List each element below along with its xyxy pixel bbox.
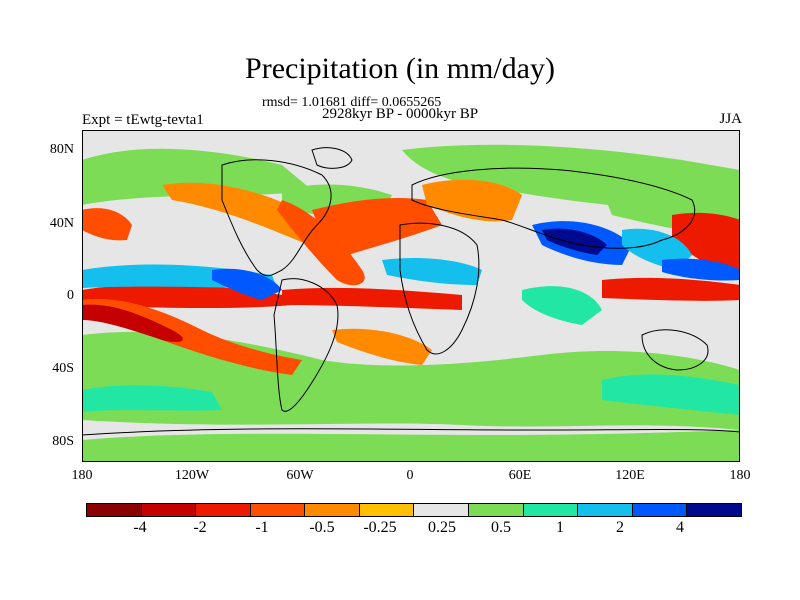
colorbar-swatch [87,504,142,516]
colorbar-swatch [141,504,197,516]
coast-australia [641,329,709,371]
precipitation-map [82,130,740,462]
colorbar-swatch [469,504,524,516]
lon-label-0: 0 [406,468,414,483]
colorbar-label: 4 [676,519,684,536]
field-west-africa-wet [382,258,482,285]
colorbar-swatch [359,504,415,516]
lat-label-80s: 80S [52,434,74,449]
coast-north-america [221,159,332,277]
field-india-strong-wet [542,228,607,255]
colorbar-swatch [632,504,688,516]
coast-africa [399,222,480,355]
lon-label-60w: 60W [286,468,314,483]
map-border [82,130,740,462]
coast-antarctica [82,428,740,436]
lon-label-180w: 180 [71,468,93,483]
lat-label-80n: 80N [49,142,74,157]
field-west-pacific-wet [662,258,740,281]
colorbar-swatch [523,504,579,516]
colorbar-label: 1 [556,519,564,536]
colorbar-label: -4 [133,519,147,536]
colorbar-swatch [687,504,741,516]
plot-title: Precipitation (in mm/day) [245,52,555,85]
colorbar-label: -2 [193,519,207,536]
field-northeast-pacific-dry [672,212,740,271]
coastlines [82,147,740,436]
field-atlantic-dry [312,198,442,260]
field-southern-pacific [82,385,222,412]
lat-label-40s: 40S [52,361,74,376]
lat-label-equator: 0 [67,288,74,303]
colorbar-swatch [414,504,470,516]
colorbar-label: -0.5 [309,519,335,536]
field-south-atlantic-dry [332,328,432,365]
colorbar-swatch [305,504,360,516]
field-maritime-dry [602,277,740,301]
season-label: JJA [719,111,742,127]
period-label: 2928kyr BP - 0000kyr BP [322,106,479,122]
colorbar-label: 0.5 [491,519,511,536]
field-mexico-dry [277,200,365,286]
lon-label-60e: 60E [508,468,532,483]
coast-greenland [311,147,353,169]
colorbar-swatch [196,504,251,516]
lat-label-40n: 40N [49,216,74,231]
colorbar-label: -1 [255,519,269,536]
field-antarctic [82,430,740,462]
colorbar-swatch [578,504,633,516]
colorbar-swatch [250,504,306,516]
lon-label-180e: 180 [729,468,751,483]
field-southern-indian [602,374,740,415]
field-equatorial-atlantic-dry [282,287,462,310]
field-south-pacific-strong-dry [82,304,183,342]
colorbar-label: -0.25 [363,519,397,536]
field-indian-ocean [522,286,602,325]
field-arctic-west [82,148,312,205]
lon-label-120e: 120E [615,468,645,483]
colorbar-label: 0.25 [428,519,456,536]
experiment-label: Expt = tEwtg-tevta1 [82,112,204,128]
coast-eurasia [411,167,696,249]
statistics-line: rmsd= 1.01681 diff= 0.0655265 [262,95,442,110]
field-west-edge-dry [82,208,132,241]
field-east-pacific-wet [212,268,282,300]
lon-label-120w: 120W [174,468,210,483]
coast-south-america [273,278,339,412]
colorbar-label: 2 [616,519,624,536]
colorbar [86,503,742,517]
